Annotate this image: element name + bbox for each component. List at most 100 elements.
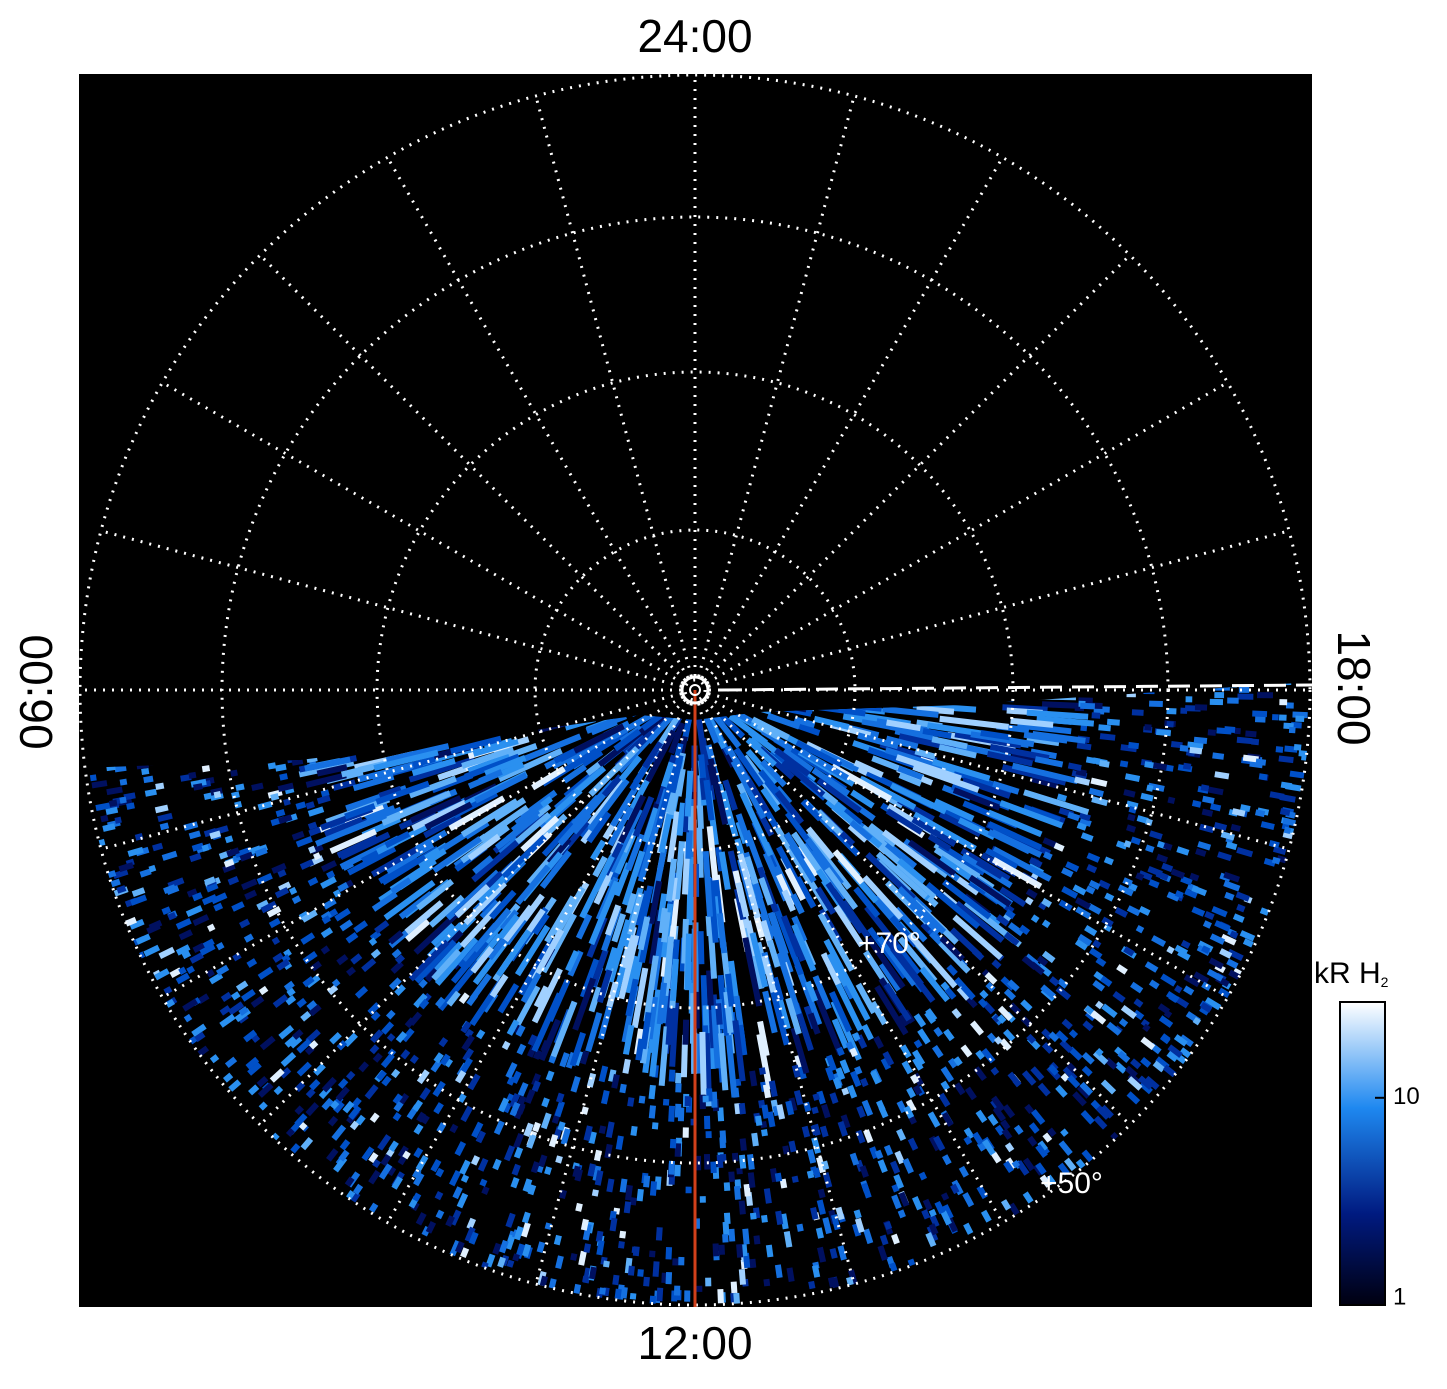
- aurora-pixel: [987, 821, 1043, 851]
- aurora-pixel: [906, 1086, 916, 1099]
- aurora-pixel: [531, 967, 563, 1024]
- aurora-pixel: [374, 920, 390, 934]
- aurora-pixel: [1288, 726, 1296, 734]
- aurora-pixel: [416, 1111, 427, 1123]
- aurora-pixel: [222, 1072, 234, 1083]
- aurora-pixel: [952, 914, 1003, 960]
- aurora-pixel: [268, 917, 281, 929]
- aurora-pixel: [599, 1287, 607, 1295]
- aurora-pixel: [1200, 1002, 1213, 1013]
- aurora-pixel: [146, 923, 161, 935]
- aurora-pixel: [1068, 1046, 1083, 1061]
- aurora-pixel: [928, 1135, 941, 1152]
- aurora-pixel: [790, 893, 805, 915]
- aurora-pixel: [730, 1281, 738, 1297]
- aurora-pixel: [308, 1004, 322, 1017]
- aurora-pixel: [290, 1143, 301, 1154]
- aurora-pixel: [254, 847, 268, 857]
- aurora-pixel: [460, 1174, 470, 1183]
- aurora-pixel: [1021, 955, 1038, 970]
- aurora-pixel: [857, 732, 899, 750]
- aurora-pixel: [333, 1100, 345, 1114]
- aurora-pixel: [710, 1161, 717, 1174]
- aurora-pixel: [840, 1114, 851, 1129]
- aurora-pixel: [735, 882, 750, 918]
- aurora-pixel: [640, 1011, 652, 1050]
- aurora-pixel: [895, 862, 937, 900]
- aurora-pixel: [1166, 945, 1175, 955]
- aurora-pixel: [991, 959, 1002, 970]
- aurora-pixel: [591, 1189, 599, 1197]
- colorbar-label-text: kR H: [1314, 957, 1381, 990]
- aurora-pixel: [1235, 891, 1250, 902]
- aurora-pixel: [448, 795, 506, 832]
- aurora-pixel: [514, 811, 552, 845]
- aurora-pixel: [835, 1206, 845, 1221]
- aurora-pixel: [330, 1100, 340, 1110]
- aurora-pixel: [1106, 1021, 1122, 1036]
- aurora-pixel: [257, 1082, 274, 1098]
- aurora-pixel: [1041, 897, 1052, 908]
- aurora-pixel: [1117, 1050, 1131, 1063]
- aurora-pixel: [733, 747, 764, 788]
- aurora-pixel: [790, 1027, 810, 1075]
- aurora-pixel: [588, 880, 620, 946]
- aurora-pixel: [618, 934, 640, 1000]
- aurora-pixel: [256, 899, 270, 911]
- aurora-pixel: [294, 1105, 304, 1116]
- aurora-pixel: [260, 900, 278, 914]
- aurora-pixel: [395, 954, 406, 965]
- aurora-pixel: [305, 1102, 319, 1117]
- aurora-pixel: [1104, 892, 1115, 902]
- aurora-pixel: [853, 1209, 862, 1219]
- aurora-pixel: [497, 1256, 506, 1268]
- aurora-pixel: [1193, 736, 1208, 745]
- aurora-pixel: [188, 771, 197, 779]
- aurora-pixel: [938, 940, 971, 974]
- aurora-pixel: [1136, 815, 1149, 824]
- aurora-pixel: [1000, 1199, 1012, 1211]
- aurora-pixel: [186, 888, 198, 898]
- aurora-pixel: [562, 763, 588, 784]
- aurora-pixel: [271, 862, 287, 874]
- aurora-pixel: [497, 913, 520, 940]
- aurora-pixel: [825, 1066, 836, 1081]
- aurora-pixel: [1024, 896, 1034, 906]
- aurora-pixel: [1144, 1075, 1160, 1091]
- aurora-pixel: [1200, 784, 1210, 792]
- aurora-pixel: [867, 823, 888, 842]
- aurora-pixel: [765, 1244, 774, 1258]
- aurora-pixel: [435, 996, 446, 1008]
- aurora-pixel: [1059, 1039, 1074, 1053]
- grid: [79, 74, 1312, 1307]
- aurora-pixel: [509, 1093, 521, 1108]
- aurora-pixel: [361, 958, 377, 973]
- aurora-pixel: [492, 1242, 502, 1255]
- aurora-pixel: [430, 1059, 443, 1073]
- aurora-pixel: [243, 1029, 258, 1043]
- aurora-pixel: [148, 864, 157, 873]
- aurora-pixel: [815, 1227, 824, 1239]
- aurora-pixel: [567, 950, 584, 977]
- aurora-pixel: [791, 1175, 799, 1183]
- aurora-pixel: [505, 1234, 516, 1250]
- aurora-pixel: [224, 835, 234, 844]
- aurora-pixel: [1166, 721, 1174, 728]
- aurora-pixel: [753, 1235, 761, 1245]
- aurora-pixel: [586, 1072, 597, 1088]
- aurora-pixel: [580, 958, 600, 999]
- aurora-pixel: [776, 952, 802, 1015]
- aurora-pixel: [896, 1100, 907, 1114]
- aurora-pixel: [370, 843, 423, 878]
- aurora-pixel: [329, 1031, 342, 1045]
- aurora-pixel: [902, 1158, 914, 1174]
- aurora-pixel: [191, 1023, 207, 1037]
- aurora-pixel: [307, 821, 318, 830]
- aurora-pixel: [1081, 1051, 1095, 1065]
- aurora-pixel: [531, 1080, 541, 1092]
- aurora-pixel: [339, 919, 354, 932]
- aurora-pixel: [862, 875, 904, 920]
- aurora-pixel: [349, 1120, 360, 1131]
- aurora-pixel: [863, 1228, 874, 1245]
- aurora-pixel: [860, 1077, 869, 1088]
